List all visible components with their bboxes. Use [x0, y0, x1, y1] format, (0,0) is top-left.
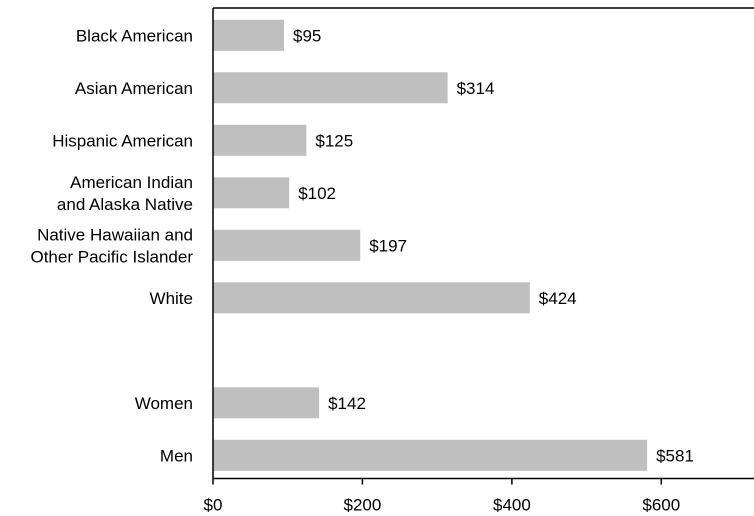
data-label: $142 [328, 394, 366, 413]
x-tick-label: $400 [493, 496, 531, 515]
category-label: Native Hawaiian and [37, 225, 193, 244]
data-label: $424 [539, 289, 577, 308]
category-label: Other Pacific Islander [30, 247, 193, 266]
bar [213, 229, 361, 261]
category-labels-group: Black American Asian American Hispanic Ame… [30, 26, 193, 465]
data-label: $102 [298, 184, 336, 203]
bar [213, 282, 530, 314]
bar [213, 72, 448, 104]
x-tick-label: $200 [343, 496, 381, 515]
category-label: White [150, 289, 193, 308]
bar [213, 177, 290, 209]
data-label: $95 [293, 26, 321, 45]
category-label: Men [160, 446, 193, 465]
category-label: Asian American [75, 79, 193, 98]
category-label: Women [135, 394, 193, 413]
bar [213, 439, 648, 471]
category-label: American Indian [70, 173, 193, 192]
x-tick-label: $0 [204, 496, 223, 515]
bar [213, 124, 307, 156]
bar [213, 387, 320, 419]
data-label: $125 [315, 131, 353, 150]
data-label: $314 [457, 79, 495, 98]
x-tick-label: $600 [642, 496, 680, 515]
data-labels-group: $95 $314 $125 $102 $197 $424 $142 $581 [293, 26, 694, 465]
data-label: $197 [369, 236, 407, 255]
category-label: Hispanic American [52, 131, 193, 150]
category-label: Black American [76, 26, 193, 45]
bars-group [213, 19, 648, 471]
bar [213, 19, 284, 51]
x-ticks-group: $0 $200 $400 $600 [204, 478, 680, 515]
axes-group [212, 7, 754, 480]
category-label: and Alaska Native [57, 195, 193, 214]
data-label: $581 [656, 446, 694, 465]
